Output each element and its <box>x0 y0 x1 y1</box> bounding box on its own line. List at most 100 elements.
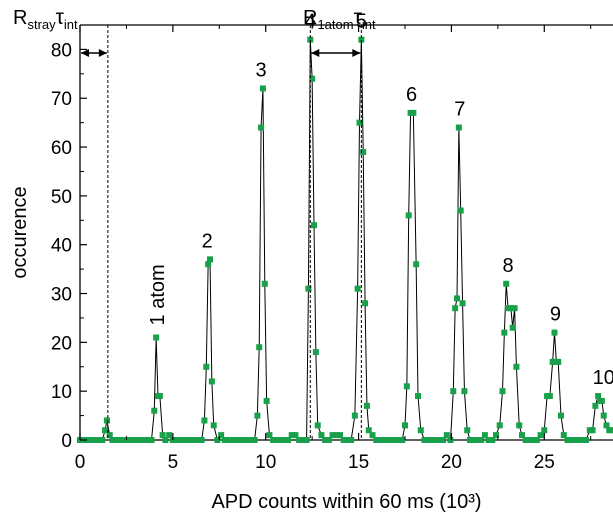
data-point <box>395 437 402 443</box>
data-point <box>467 437 473 443</box>
data-point <box>579 437 586 443</box>
y-tick-label: 10 <box>51 382 72 403</box>
data-point <box>151 407 158 414</box>
data-point <box>351 412 358 419</box>
data-point <box>558 412 564 419</box>
y-tick-label: 80 <box>51 40 72 61</box>
data-point <box>312 349 319 356</box>
atom-arrow-head-right <box>352 49 361 57</box>
data-point <box>303 437 310 443</box>
data-point <box>421 437 428 443</box>
data-point <box>254 412 261 419</box>
data-point <box>432 437 439 443</box>
data-point <box>354 285 361 292</box>
data-point <box>571 437 578 443</box>
data-point <box>365 427 372 434</box>
data-point <box>436 437 443 443</box>
y-tick-label: 0 <box>61 431 72 452</box>
data-point <box>296 437 303 443</box>
data-point <box>388 437 395 443</box>
x-tick-label: 15 <box>348 452 369 473</box>
data-point <box>203 363 210 370</box>
x-axis-label: APD counts within 60 ms (10³) <box>211 491 481 513</box>
data-point <box>259 85 266 92</box>
data-point <box>454 295 460 302</box>
x-tick-label: 5 <box>168 452 179 473</box>
data-point <box>600 412 607 419</box>
data-point <box>513 363 520 370</box>
data-point <box>455 124 462 131</box>
data-point <box>201 417 208 424</box>
data-point <box>106 432 113 439</box>
data-point <box>417 427 424 434</box>
data-point <box>376 437 383 443</box>
data-point <box>177 437 184 443</box>
data-point <box>575 437 582 443</box>
data-point <box>405 212 412 219</box>
data-point <box>516 422 523 429</box>
data-point <box>362 300 369 307</box>
data-point <box>546 393 553 400</box>
data-point <box>369 432 376 439</box>
annotation-layer: 1 atom 2 3 4 5 6 7 8 9 10 Rstrayτint R1atomτint <box>13 6 613 440</box>
data-point <box>470 437 477 443</box>
data-point <box>384 437 391 443</box>
data-point <box>173 437 180 443</box>
data-point <box>533 437 540 443</box>
data-point <box>541 427 548 434</box>
data-point <box>299 437 306 443</box>
data-point <box>225 437 232 443</box>
data-point <box>311 222 317 229</box>
data-point <box>595 393 602 400</box>
data-point <box>493 432 499 439</box>
data-point <box>292 432 299 439</box>
data-point <box>373 437 380 443</box>
peak-label: 8 <box>503 255 514 277</box>
data-point <box>329 432 336 439</box>
data-point <box>159 432 166 439</box>
data-point <box>425 437 432 443</box>
data-point <box>181 437 187 443</box>
data-point <box>380 437 387 443</box>
data-point <box>522 437 529 443</box>
data-point <box>461 388 468 395</box>
data-point <box>457 207 464 214</box>
data-point <box>485 437 492 443</box>
data-point <box>609 427 613 434</box>
data-point <box>603 422 610 429</box>
data-point <box>509 324 516 331</box>
data-point <box>549 358 556 365</box>
data-point <box>263 397 270 404</box>
data-point <box>452 305 459 312</box>
data-point <box>443 432 450 439</box>
x-tick-label: 0 <box>75 452 86 473</box>
data-point <box>499 388 506 395</box>
y-tick-label: 20 <box>51 333 72 354</box>
data-point <box>511 305 518 312</box>
peak-label: 5 <box>356 11 367 33</box>
data-point <box>413 261 420 268</box>
data-point <box>474 437 481 443</box>
data-point <box>478 437 485 443</box>
data-point <box>337 432 343 439</box>
data-point <box>402 422 408 429</box>
y-tick-label: 30 <box>51 285 72 306</box>
data-point <box>251 437 258 443</box>
peak-label: 1 atom <box>147 264 169 325</box>
data-point <box>555 358 562 365</box>
data-point <box>589 427 596 434</box>
data-point <box>428 437 435 443</box>
data-point <box>270 437 277 443</box>
data-point <box>184 437 191 443</box>
data-point <box>537 432 544 439</box>
plot-area <box>79 24 613 441</box>
data-point <box>314 422 321 429</box>
peak-label: 10 <box>593 367 613 389</box>
data-point <box>266 432 273 439</box>
data-point <box>307 36 314 43</box>
data-point <box>489 437 496 443</box>
data-point <box>459 300 466 307</box>
data-point <box>244 437 251 443</box>
data-point <box>598 397 605 404</box>
data-point <box>519 432 525 439</box>
